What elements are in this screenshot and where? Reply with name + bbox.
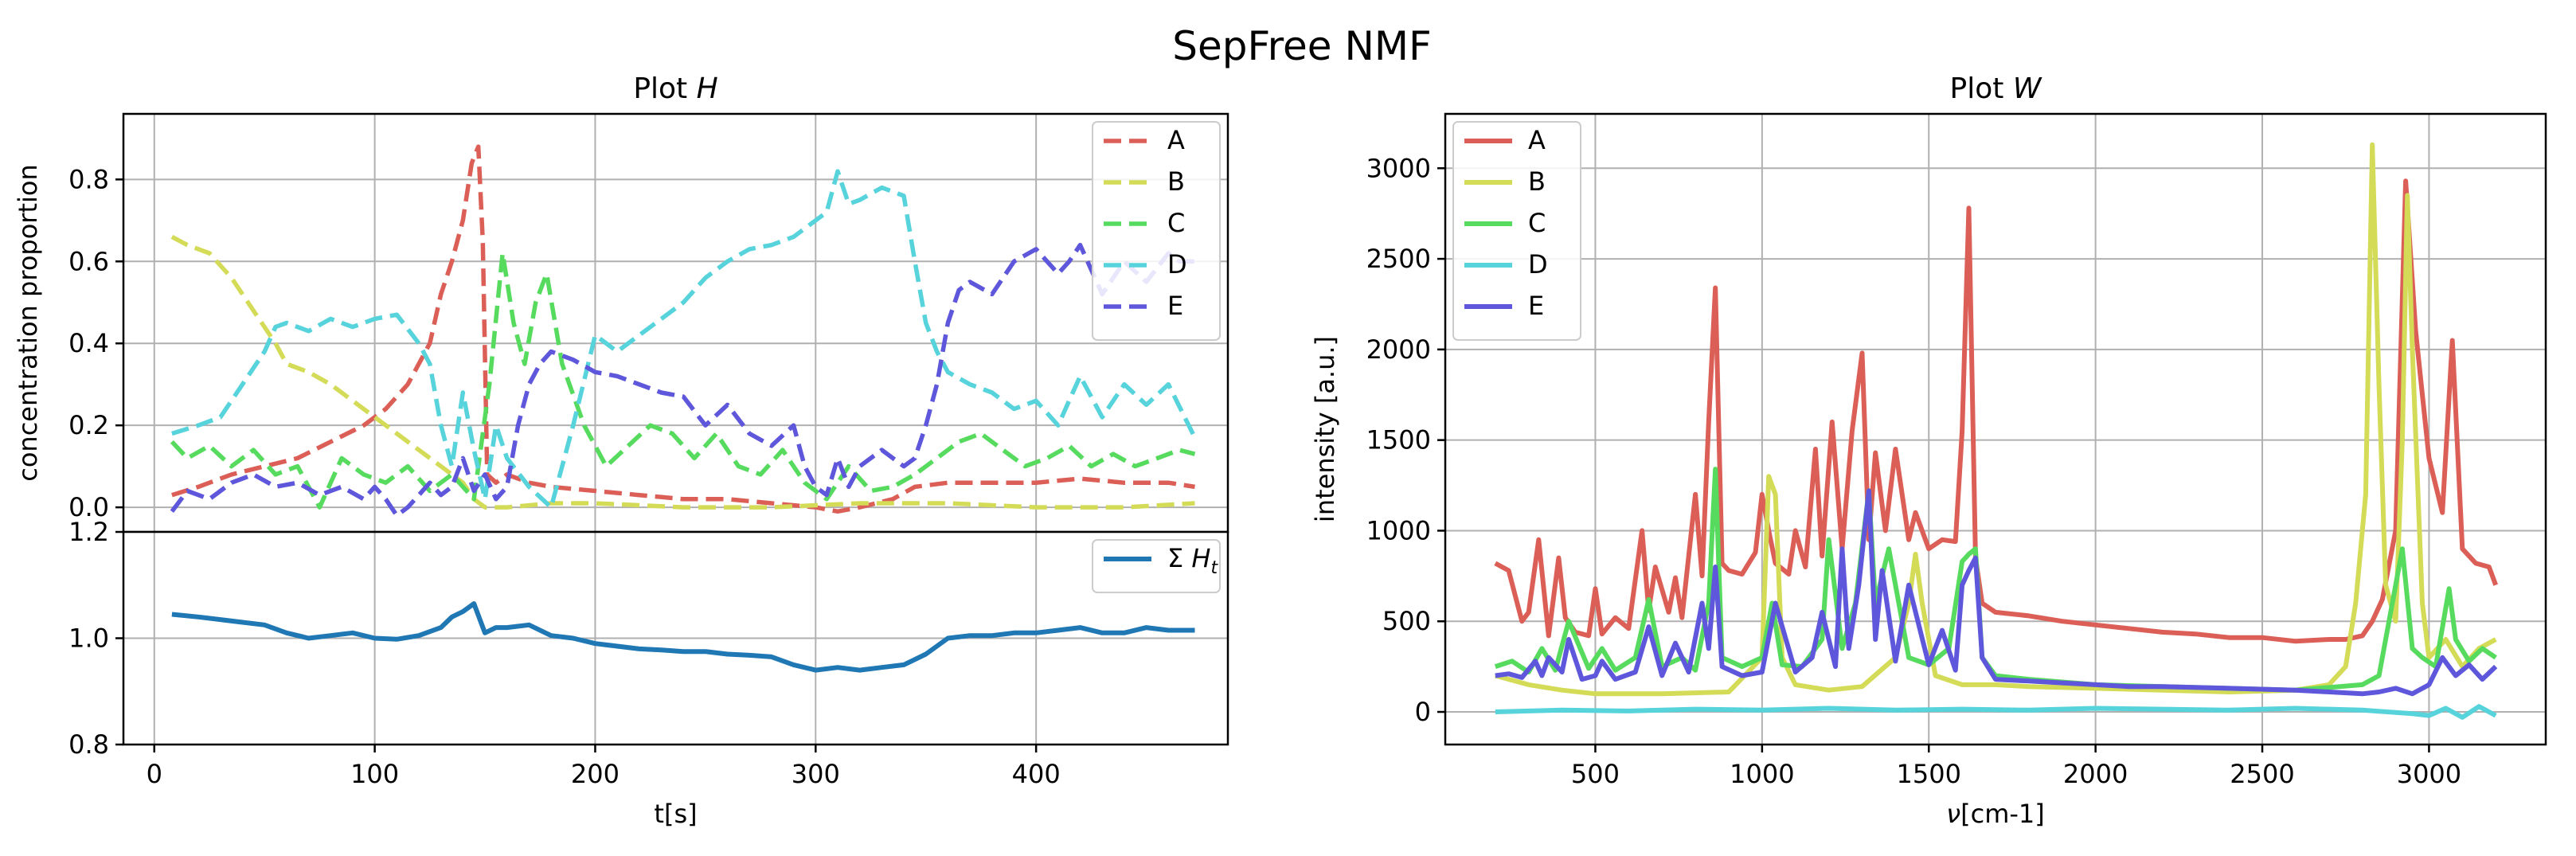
- legend-box: [1092, 539, 1221, 593]
- x-tick-label: 2000: [2063, 759, 2128, 789]
- plot-sum-axes: 0.8 1.0 1.2 0 100 200 300 400 t[s] Σ Ht: [68, 517, 1229, 829]
- y-tick-label: 2500: [1366, 244, 1431, 274]
- y-tick-label: 0.6: [68, 246, 109, 276]
- y-tick-label: 0.8: [68, 164, 109, 194]
- x-tick-label: 3000: [2397, 759, 2461, 789]
- series-line-b: [1495, 142, 2497, 697]
- legend-label: Σ Ht: [1167, 543, 1218, 578]
- legend-label-var: H: [1191, 543, 1210, 573]
- series-line-d: [171, 169, 1197, 510]
- x-axis-label-text: t[s]: [654, 799, 697, 829]
- legend-label-name: A: [1528, 125, 1546, 155]
- legend-label-sub: t: [1210, 558, 1218, 578]
- y-tick-label: 0.8: [68, 729, 109, 760]
- legend-label: A: [1528, 125, 1546, 155]
- legend-label: E: [1167, 291, 1183, 321]
- legend-label-name: E: [1167, 291, 1183, 321]
- legend-label-name: C: [1528, 208, 1546, 238]
- legend-label: D: [1167, 249, 1187, 279]
- x-tick-label: 2500: [2230, 759, 2294, 789]
- legend-label-name: D: [1167, 249, 1187, 279]
- axes-title: Plot H: [633, 72, 717, 105]
- series-group: [1494, 142, 2499, 720]
- series-line-d: [1495, 704, 2497, 720]
- axes-title: Plot W: [1950, 72, 2042, 105]
- legend-label-name: C: [1167, 208, 1185, 238]
- series-line-c: [170, 251, 1196, 510]
- x-tick-label: 0: [147, 759, 162, 789]
- legend-label-name: Σ: [1167, 543, 1191, 573]
- series-line-e: [1495, 488, 2498, 697]
- legend-label-name: A: [1167, 125, 1185, 155]
- plot-area: [123, 114, 1228, 532]
- axes-frame: [1444, 112, 2547, 746]
- x-axis-label-var: ν: [1946, 799, 1960, 829]
- y-tick-label: 0.0: [68, 492, 109, 522]
- legend-label-name: D: [1528, 249, 1548, 279]
- y-tick-label: 1.0: [68, 623, 109, 654]
- y-axis-label: concentration proportion: [13, 164, 43, 481]
- y-tick-label: 0.2: [68, 410, 109, 440]
- y-tick-label: 1500: [1366, 425, 1431, 455]
- legend-label: B: [1167, 166, 1185, 197]
- x-tick-label: 1500: [1897, 759, 1961, 789]
- title-prefix: Plot: [633, 72, 696, 105]
- x-tick-label: 300: [792, 759, 840, 789]
- x-tick-label: 400: [1012, 759, 1061, 789]
- y-tick-label: 0.4: [68, 328, 109, 358]
- y-axis-label: intensity [a.u.]: [1310, 336, 1340, 522]
- title-prefix: Plot: [1950, 72, 2013, 105]
- x-tick-label: 500: [1571, 759, 1620, 789]
- legend-label: C: [1167, 208, 1185, 238]
- figure-suptitle: SepFree NMF: [1172, 23, 1432, 69]
- y-tick-label: 500: [1382, 606, 1431, 636]
- x-axis-label-text: [cm-1]: [1960, 799, 2045, 829]
- legend-label-name: B: [1167, 166, 1185, 197]
- title-var: W: [2013, 72, 2042, 105]
- x-axis-label: ν[cm-1]: [1946, 799, 2045, 829]
- x-tick-label: 1000: [1730, 759, 1794, 789]
- legend-label-name: B: [1528, 166, 1546, 197]
- y-tick-label: 2000: [1366, 334, 1431, 365]
- legend-label: D: [1528, 249, 1548, 279]
- plot-w-axes: 0 500 1000 1500 2000 2500 3000 500 1000 1500 2000 2…: [1310, 72, 2547, 829]
- x-tick-label: 200: [571, 759, 620, 789]
- x-axis-label: t[s]: [654, 799, 697, 829]
- legend-box: [1092, 121, 1221, 341]
- legend-label: E: [1528, 291, 1544, 321]
- series-line-e: [170, 242, 1195, 518]
- series-group: [170, 144, 1197, 518]
- series-line-a: [171, 144, 1195, 514]
- legend: Σ Ht: [1092, 539, 1221, 593]
- y-tick-label: 0: [1415, 697, 1431, 727]
- legend-label: C: [1528, 208, 1546, 238]
- series-line-b: [170, 234, 1195, 510]
- series-line-sum: [171, 601, 1195, 673]
- y-tick-label: 1000: [1366, 515, 1431, 545]
- legend-box: [1452, 121, 1581, 341]
- legend-label-name: E: [1528, 291, 1544, 321]
- plot-area: [1445, 114, 2546, 745]
- series-group: [171, 601, 1195, 673]
- y-tick-label: 3000: [1366, 153, 1431, 183]
- y-tick-label: 1.2: [68, 517, 109, 547]
- title-var: H: [697, 72, 718, 105]
- legend-label: A: [1167, 125, 1185, 155]
- legend-label: B: [1528, 166, 1546, 197]
- x-tick-label: 100: [350, 759, 399, 789]
